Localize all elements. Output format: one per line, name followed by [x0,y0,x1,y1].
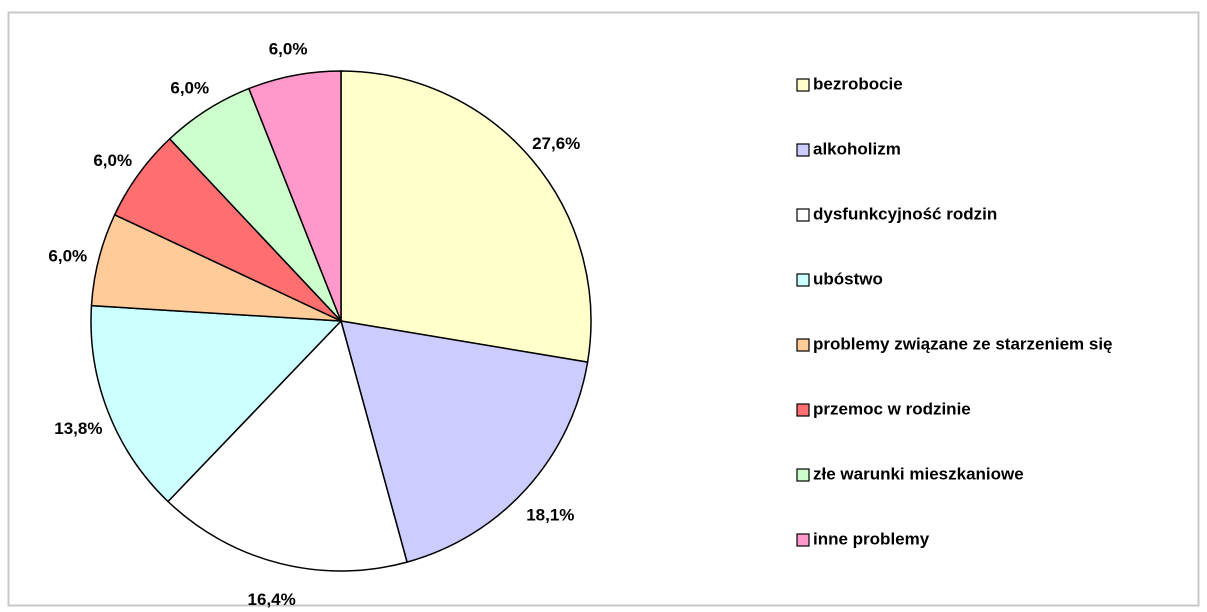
legend-label: przemoc w rodzinie [813,399,971,418]
pie-slice [166,319,408,572]
legend-swatch [796,338,810,352]
legend-label: ubóstwo [813,269,883,288]
pie-slice [339,320,589,564]
data-label: 6,0% [48,247,87,266]
legend-swatch [796,273,810,287]
legend-swatch [796,468,810,482]
data-label: 27,6% [532,134,580,153]
legend-swatch [796,403,810,417]
legend-swatch [796,533,810,547]
legend-swatch [796,143,810,157]
data-label: 6,0% [170,78,209,97]
legend-label: dysfunkcyjność rodzin [813,204,997,223]
legend-label: złe warunki mieszkaniowe [813,464,1024,483]
data-label: 13,8% [54,419,102,438]
data-label: 6,0% [93,151,132,170]
legend-swatch [796,208,810,222]
data-label: 18,1% [526,505,574,524]
data-label: 16,4% [248,590,296,609]
legend-label: alkoholizm [813,139,901,158]
pie-slice [340,70,592,363]
legend-label: bezrobocie [813,74,903,93]
pie-slice [90,304,343,503]
pie-slice [247,70,342,322]
legend-label: inne problemy [813,529,930,548]
legend-label: problemy związane ze starzeniem się [813,334,1113,353]
legend-swatch [796,78,810,92]
data-label: 6,0% [269,39,308,58]
